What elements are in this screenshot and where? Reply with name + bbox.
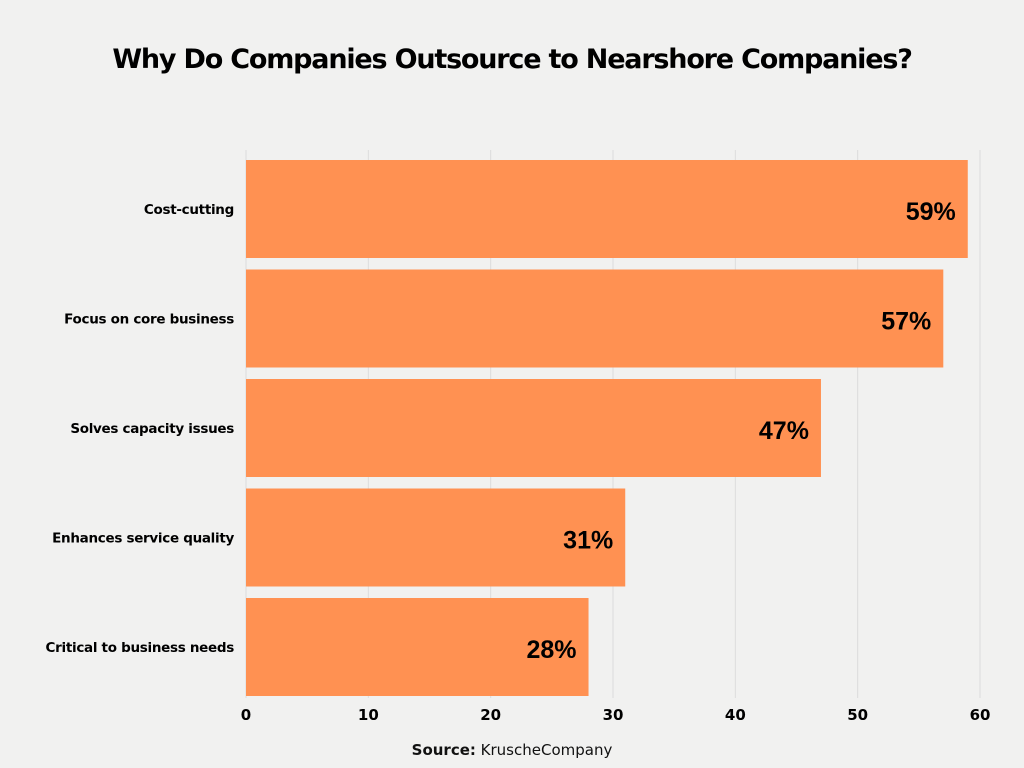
source-label: Source: [411,741,476,759]
y-category-label: Critical to business needs [46,640,235,656]
chart-title: Why Do Companies Outsource to Nearshore … [112,44,913,75]
data-label: 28% [526,636,576,664]
y-category-label: Solves capacity issues [70,421,234,437]
data-label: 47% [759,417,809,445]
data-label: 57% [881,308,931,336]
data-label: 59% [906,198,956,226]
source-note: Source: KruscheCompany [0,741,1024,759]
x-tick-label: 30 [603,706,624,724]
x-tick-label: 50 [847,706,868,724]
x-tick-label: 60 [970,706,991,724]
x-tick-label: 20 [480,706,501,724]
bar [246,160,968,258]
data-label: 31% [563,527,613,555]
bar [246,269,944,368]
y-category-label: Enhances service quality [52,531,234,547]
y-category-label: Focus on core business [64,312,234,328]
bar [246,488,626,587]
bar [246,379,821,477]
bar [246,598,589,696]
x-tick-label: 10 [358,706,379,724]
x-tick-label: 0 [241,706,251,724]
x-tick-label: 40 [725,706,746,724]
y-category-label: Cost-cutting [144,202,234,218]
source-value: KruscheCompany [480,741,613,759]
